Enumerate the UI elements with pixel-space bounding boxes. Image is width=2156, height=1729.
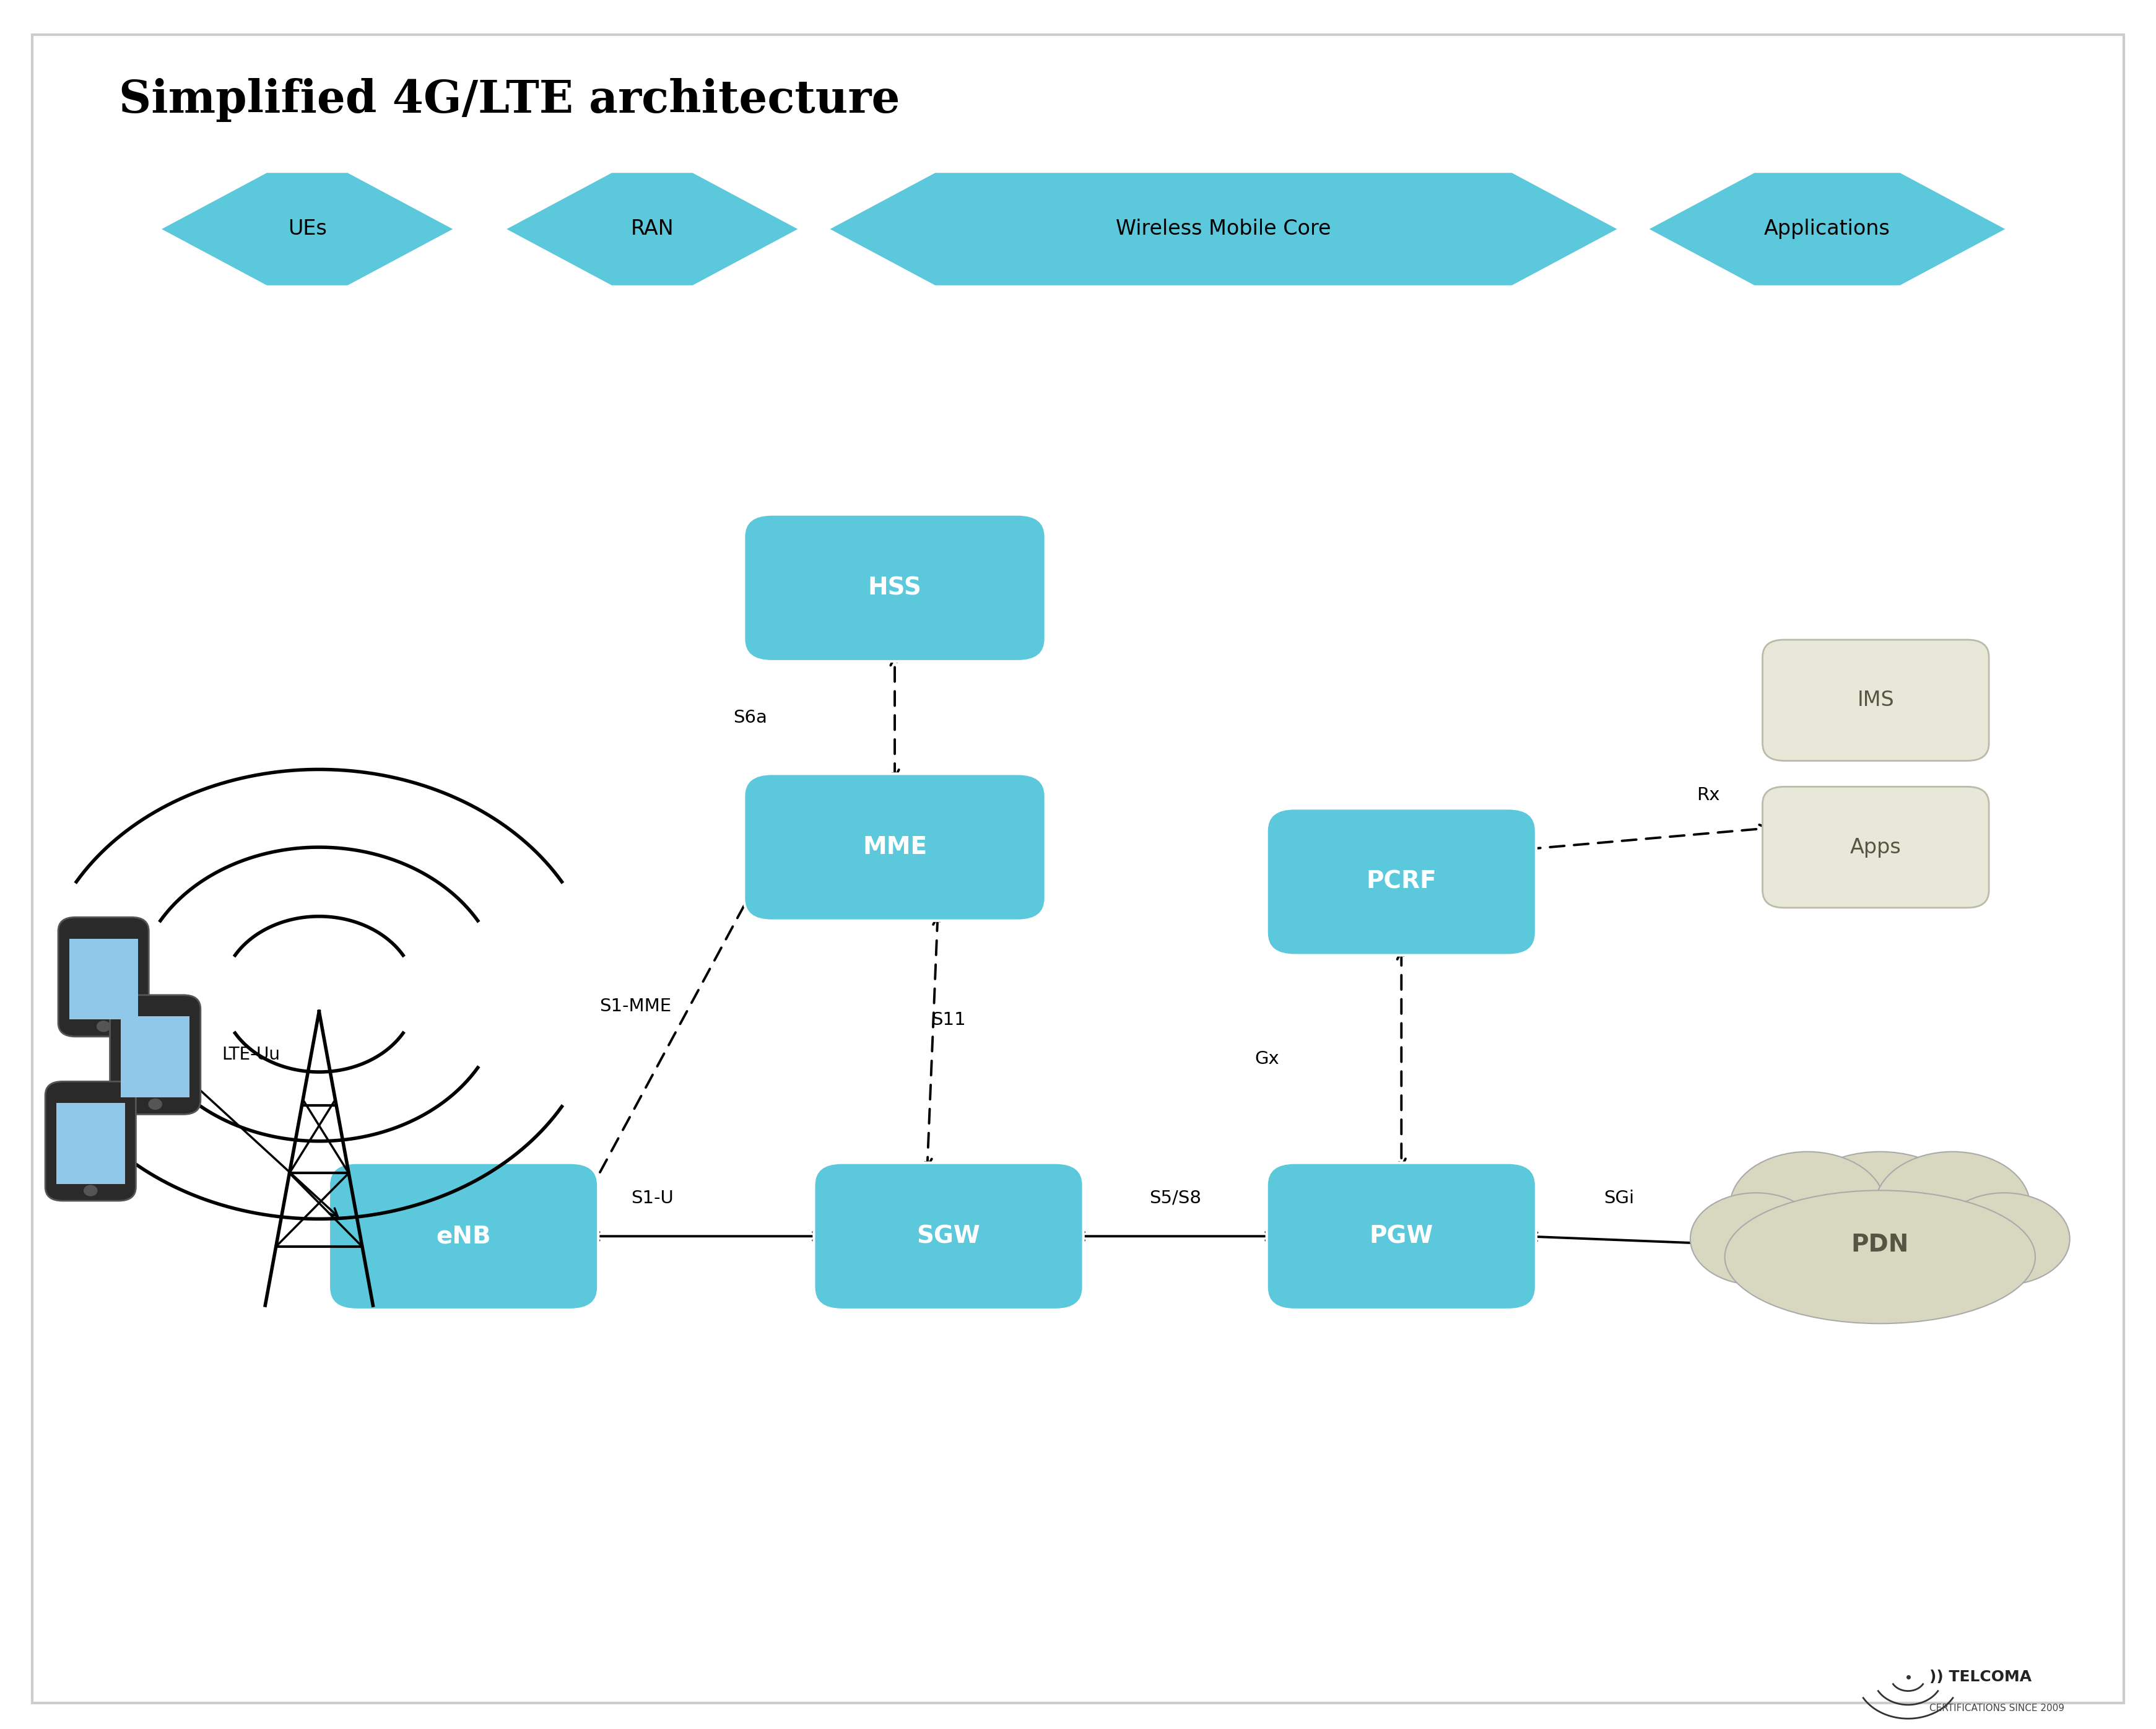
Text: RAN: RAN [630,220,675,239]
FancyBboxPatch shape [815,1164,1082,1311]
Text: SGW: SGW [916,1224,981,1248]
Ellipse shape [1725,1190,2035,1324]
Text: S11: S11 [931,1011,966,1029]
Ellipse shape [1785,1152,1975,1285]
Text: IMS: IMS [1856,690,1895,711]
Polygon shape [1649,173,2005,285]
Ellipse shape [1876,1152,2031,1260]
Text: LTE-Uu: LTE-Uu [222,1046,280,1063]
Circle shape [149,1100,162,1110]
Polygon shape [830,173,1617,285]
Text: PGW: PGW [1369,1224,1434,1248]
FancyBboxPatch shape [744,775,1046,920]
Ellipse shape [1690,1193,1822,1285]
Text: MME: MME [862,835,927,859]
Text: Simplified 4G/LTE architecture: Simplified 4G/LTE architecture [119,78,899,121]
Text: SGi: SGi [1604,1190,1634,1207]
Bar [121,1017,190,1098]
FancyBboxPatch shape [110,994,201,1113]
Text: Wireless Mobile Core: Wireless Mobile Core [1117,220,1330,239]
Text: Apps: Apps [1850,837,1902,858]
Text: eNB: eNB [436,1224,492,1248]
Ellipse shape [1729,1152,1884,1260]
Polygon shape [162,173,453,285]
FancyBboxPatch shape [1268,809,1535,954]
FancyBboxPatch shape [1268,1164,1535,1311]
FancyBboxPatch shape [328,1164,597,1311]
Text: )) TELCOMA: )) TELCOMA [1930,1670,2031,1684]
Text: S1-U: S1-U [632,1190,673,1207]
Text: Rx: Rx [1697,787,1720,804]
Text: PDN: PDN [1852,1233,1908,1257]
Text: S5/S8: S5/S8 [1149,1190,1201,1207]
FancyBboxPatch shape [1764,787,1988,908]
Ellipse shape [1938,1193,2070,1285]
Text: PCRF: PCRF [1367,870,1436,894]
Text: Applications: Applications [1764,220,1891,239]
Bar [69,939,138,1020]
Bar [56,1103,125,1184]
Text: HSS: HSS [869,576,921,600]
Text: Gx: Gx [1255,1050,1279,1069]
Text: CERTIFICATIONS SINCE 2009: CERTIFICATIONS SINCE 2009 [1930,1703,2065,1713]
Circle shape [84,1186,97,1196]
Text: S6a: S6a [733,709,768,726]
Text: UEs: UEs [287,220,328,239]
FancyBboxPatch shape [744,515,1046,660]
Circle shape [97,1022,110,1032]
FancyBboxPatch shape [1764,640,1988,761]
FancyBboxPatch shape [45,1082,136,1200]
Polygon shape [507,173,798,285]
FancyBboxPatch shape [58,918,149,1037]
Text: S1-MME: S1-MME [599,998,671,1015]
